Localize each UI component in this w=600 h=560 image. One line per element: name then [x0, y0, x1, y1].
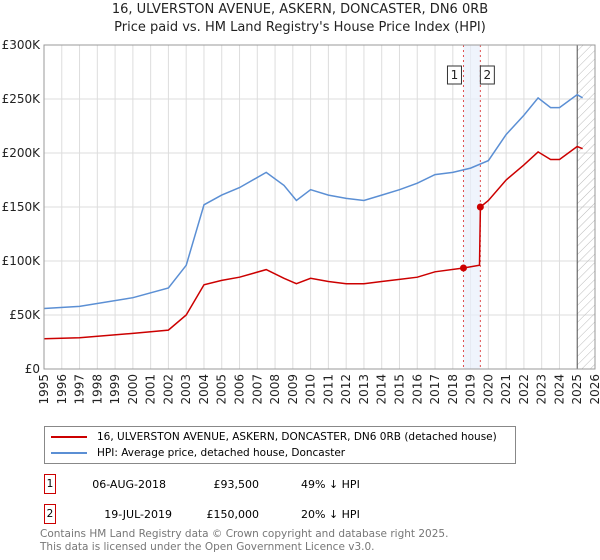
- transaction-badge: 2: [44, 504, 56, 524]
- x-tick-label: 2016: [410, 374, 424, 405]
- y-tick-label: £250K: [2, 92, 42, 106]
- y-tick-label: £0: [25, 362, 40, 376]
- transaction-hpi: 20% ↓ HPI: [301, 507, 360, 521]
- price-chart: 1995 1996 1997 1998 1999 2000 2001 2002 2003 2004…: [2, 38, 600, 405]
- property-price-line: [43, 145, 583, 340]
- transaction-date: 19-JUL-2019: [104, 507, 172, 521]
- x-tick-label: 2022: [517, 374, 531, 405]
- sale-label: 2: [484, 68, 492, 82]
- x-tick-label: 2019: [464, 374, 478, 405]
- legend-label: HPI: Average price, detached house, Donc…: [97, 447, 346, 459]
- footer-line: This data is licensed under the Open Gov…: [40, 541, 375, 553]
- y-tick-label: £300K: [2, 38, 42, 52]
- legend-item-hpi: HPI: Average price, detached house, Donc…: [51, 445, 345, 461]
- x-tick-label: 2015: [392, 374, 406, 405]
- x-tick-label: 2018: [446, 374, 460, 405]
- transaction-row: 1 06-AUG-2018 £93,500 49% ↓ HPI: [44, 474, 360, 494]
- x-tick-label: 2001: [144, 374, 158, 405]
- footer: Contains HM Land Registry data © Crown c…: [40, 528, 448, 554]
- sale-label-box: [479, 65, 495, 85]
- sale-period-band: [463, 45, 481, 369]
- transaction-badge: 1: [44, 474, 56, 494]
- sale-marker: [476, 203, 484, 211]
- x-tick-label: 2009: [286, 374, 300, 405]
- hpi-line: [43, 93, 583, 310]
- footer-line: Contains HM Land Registry data © Crown c…: [40, 528, 449, 540]
- x-tick-label: 1998: [90, 374, 104, 405]
- x-tick-label: 1995: [37, 374, 51, 405]
- x-tick-label: 2021: [499, 374, 513, 405]
- transaction-hpi: 49% ↓ HPI: [301, 477, 360, 491]
- x-tick-label: 2003: [179, 374, 193, 405]
- x-tick-label: 2017: [428, 374, 442, 405]
- plot-frame: [43, 44, 596, 370]
- y-tick-label: £150K: [2, 200, 42, 214]
- chart-title: 16, ULVERSTON AVENUE, ASKERN, DONCASTER,…: [111, 2, 489, 17]
- legend-item-property: 16, ULVERSTON AVENUE, ASKERN, DONCASTER,…: [51, 429, 497, 445]
- x-tick-label: 2008: [268, 374, 282, 405]
- legend: 16, ULVERSTON AVENUE, ASKERN, DONCASTER,…: [44, 426, 516, 464]
- x-tick-label: 2026: [588, 374, 600, 405]
- x-tick-label: 2025: [570, 374, 584, 405]
- sale-label: 1: [451, 68, 459, 82]
- sale-label-box: [446, 65, 462, 85]
- x-tick-label: 2005: [215, 374, 229, 405]
- x-tick-label: 2012: [339, 374, 353, 405]
- x-tick-label: 2010: [304, 374, 318, 405]
- x-tick-label: 2020: [481, 374, 495, 405]
- x-tick-label: 2011: [321, 374, 335, 405]
- x-tick-label: 1996: [55, 374, 69, 405]
- x-tick-label: 1999: [108, 374, 122, 405]
- transaction-row: 2 19-JUL-2019 £150,000 20% ↓ HPI: [44, 504, 360, 524]
- x-tick-label: 2023: [535, 374, 549, 405]
- x-tick-label: 2024: [552, 374, 566, 405]
- x-tick-label: 2007: [250, 374, 264, 405]
- x-tick-label: 2004: [197, 374, 211, 405]
- y-tick-label: £100K: [2, 254, 42, 268]
- y-tick-label: £200K: [2, 146, 42, 160]
- chart-subtitle: Price paid vs. HM Land Registry's House …: [114, 20, 486, 35]
- x-tick-label: 2014: [375, 374, 389, 405]
- sale-marker: [459, 264, 467, 272]
- x-tick-label: 2002: [161, 374, 175, 405]
- x-tick-label: 2013: [357, 374, 371, 405]
- forecast-hatch: [577, 45, 595, 369]
- transaction-date: 06-AUG-2018: [92, 477, 166, 491]
- x-tick-label: 2000: [126, 374, 140, 405]
- transaction-price: £150,000: [206, 507, 260, 521]
- x-tick-label: 2006: [233, 374, 247, 405]
- x-tick-label: 1997: [73, 374, 87, 405]
- legend-label: 16, ULVERSTON AVENUE, ASKERN, DONCASTER,…: [97, 431, 497, 443]
- transaction-price: £93,500: [213, 477, 260, 491]
- y-tick-label: £50K: [9, 308, 41, 322]
